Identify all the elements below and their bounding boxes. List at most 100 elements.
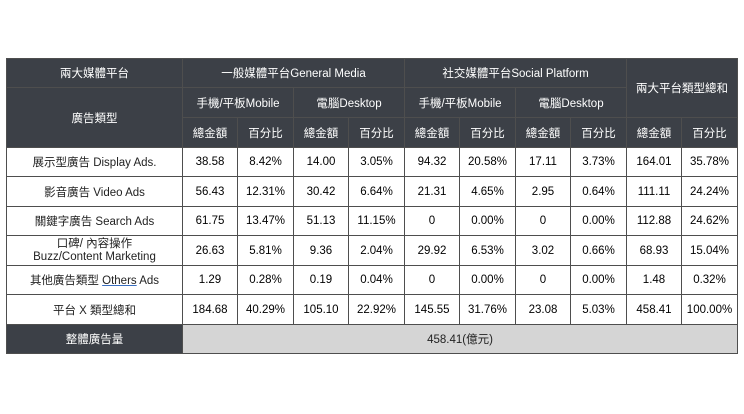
table-cell: 15.04%	[681, 235, 738, 266]
row-label: 口碑/ 內容操作 Buzz/Content Marketing	[6, 235, 183, 266]
header-row-metric: 總金額 百分比 總金額 百分比 總金額 百分比 總金額 百分比 總金額 百分比	[7, 117, 738, 148]
table-cell: 5.03%	[570, 294, 627, 325]
table-cell: 14.00	[293, 147, 349, 177]
table-cell: 3.73%	[570, 147, 627, 177]
amount-header: 總金額	[182, 117, 238, 148]
table-cell: 6.53%	[459, 235, 516, 266]
footer-value: 458.41(億元)	[182, 324, 738, 354]
social-desktop-header: 電腦Desktop	[515, 87, 627, 118]
table-cell: 0.66%	[570, 235, 627, 266]
ad-spend-table: 兩大媒體平台 一般媒體平台General Media 社交媒體平台Social …	[6, 58, 738, 354]
table-cell: 35.78%	[681, 147, 738, 177]
total-group-header: 兩大平台類型總和	[626, 58, 738, 118]
ad-type-header: 廣告類型	[6, 87, 183, 148]
header-row-platform: 兩大媒體平台 一般媒體平台General Media 社交媒體平台Social …	[6, 58, 738, 118]
percent-header: 百分比	[237, 117, 294, 148]
table-row-total: 平台 X 類型總和 184.68 40.29% 105.10 22.92% 14…	[6, 294, 738, 325]
table-cell: 40.29%	[237, 294, 294, 325]
corner-header: 兩大媒體平台	[6, 58, 183, 88]
table-cell: 21.31	[404, 176, 460, 207]
table-cell: 17.11	[515, 147, 571, 177]
table-cell: 56.43	[182, 176, 238, 207]
table-cell: 111.11	[626, 176, 682, 207]
table-cell: 31.76%	[459, 294, 516, 325]
social-platform-header: 社交媒體平台Social Platform	[404, 58, 627, 88]
table-cell: 112.88	[626, 206, 682, 236]
table-cell: 2.95	[515, 176, 571, 207]
footer-label: 整體廣告量	[6, 324, 183, 354]
table-cell: 30.42	[293, 176, 349, 207]
row-label: 其他廣告類型 Others Ads	[6, 265, 183, 295]
table-cell: 3.02	[515, 235, 571, 266]
table-row-buzz-content: 口碑/ 內容操作 Buzz/Content Marketing 26.63 5.…	[6, 235, 738, 266]
table-cell: 145.55	[404, 294, 460, 325]
table-cell: 6.64%	[348, 176, 405, 207]
row-label-line2: Buzz/Content Marketing	[33, 250, 156, 263]
table-cell: 0	[515, 206, 571, 236]
table-cell: 61.75	[182, 206, 238, 236]
row-label: 影音廣告 Video Ads	[6, 176, 183, 207]
table-cell: 0.00%	[459, 206, 516, 236]
table-cell: 22.92%	[348, 294, 405, 325]
table-cell: 2.04%	[348, 235, 405, 266]
row-label-line1: 口碑/ 內容操作	[56, 237, 133, 250]
row-label: 平台 X 類型總和	[6, 294, 183, 325]
table-cell: 100.00%	[681, 294, 738, 325]
row-label-underlined: Others	[102, 275, 137, 287]
table-cell: 0.00%	[459, 265, 516, 295]
table-cell: 0.19	[293, 265, 349, 295]
table-cell: 24.62%	[681, 206, 738, 236]
amount-header: 總金額	[515, 117, 571, 148]
footer-row: 整體廣告量 458.41(億元)	[6, 324, 738, 354]
table-cell: 8.42%	[237, 147, 294, 177]
table-cell: 0	[404, 265, 460, 295]
general-desktop-header: 電腦Desktop	[293, 87, 405, 118]
percent-header: 百分比	[681, 117, 738, 148]
table-cell: 0.00%	[570, 206, 627, 236]
table-cell: 1.48	[626, 265, 682, 295]
table-cell: 26.63	[182, 235, 238, 266]
table-cell: 51.13	[293, 206, 349, 236]
table-cell: 0.64%	[570, 176, 627, 207]
table-cell: 4.65%	[459, 176, 516, 207]
amount-header: 總金額	[404, 117, 460, 148]
percent-header: 百分比	[570, 117, 627, 148]
table-row-display-ads: 展示型廣告 Display Ads. 38.58 8.42% 14.00 3.0…	[6, 147, 738, 177]
table-cell: 9.36	[293, 235, 349, 266]
percent-header: 百分比	[348, 117, 405, 148]
table-cell: 24.24%	[681, 176, 738, 207]
table-cell: 23.08	[515, 294, 571, 325]
general-mobile-header: 手機/平板Mobile	[182, 87, 294, 118]
percent-header: 百分比	[459, 117, 516, 148]
table-cell: 0.00%	[570, 265, 627, 295]
table-row-search-ads: 關鍵字廣告 Search Ads 61.75 13.47% 51.13 11.1…	[6, 206, 738, 236]
row-label: 關鍵字廣告 Search Ads	[6, 206, 183, 236]
table-row-others-ads: 其他廣告類型 Others Ads 1.29 0.28% 0.19 0.04% …	[6, 265, 738, 295]
table-cell: 68.93	[626, 235, 682, 266]
table-cell: 0.04%	[348, 265, 405, 295]
table-cell: 11.15%	[348, 206, 405, 236]
table-cell: 12.31%	[237, 176, 294, 207]
amount-header: 總金額	[293, 117, 349, 148]
table-cell: 1.29	[182, 265, 238, 295]
table-cell: 38.58	[182, 147, 238, 177]
row-label: 展示型廣告 Display Ads.	[6, 147, 183, 177]
header-row-device: 廣告類型 手機/平板Mobile 電腦Desktop 手機/平板Mobile 電…	[6, 87, 738, 148]
table-cell: 0.32%	[681, 265, 738, 295]
table-cell: 3.05%	[348, 147, 405, 177]
table-cell: 0.28%	[237, 265, 294, 295]
table-cell: 29.92	[404, 235, 460, 266]
table-cell: 184.68	[182, 294, 238, 325]
table-cell: 105.10	[293, 294, 349, 325]
table-row-video-ads: 影音廣告 Video Ads 56.43 12.31% 30.42 6.64% …	[6, 176, 738, 207]
table-cell: 5.81%	[237, 235, 294, 266]
row-label-suffix: Ads	[136, 275, 160, 287]
table-cell: 164.01	[626, 147, 682, 177]
table-cell: 458.41	[626, 294, 682, 325]
table-cell: 20.58%	[459, 147, 516, 177]
table-cell: 94.32	[404, 147, 460, 177]
table-cell: 0	[404, 206, 460, 236]
row-label-prefix: 其他廣告類型	[29, 275, 103, 287]
social-mobile-header: 手機/平板Mobile	[404, 87, 516, 118]
table-cell: 13.47%	[237, 206, 294, 236]
